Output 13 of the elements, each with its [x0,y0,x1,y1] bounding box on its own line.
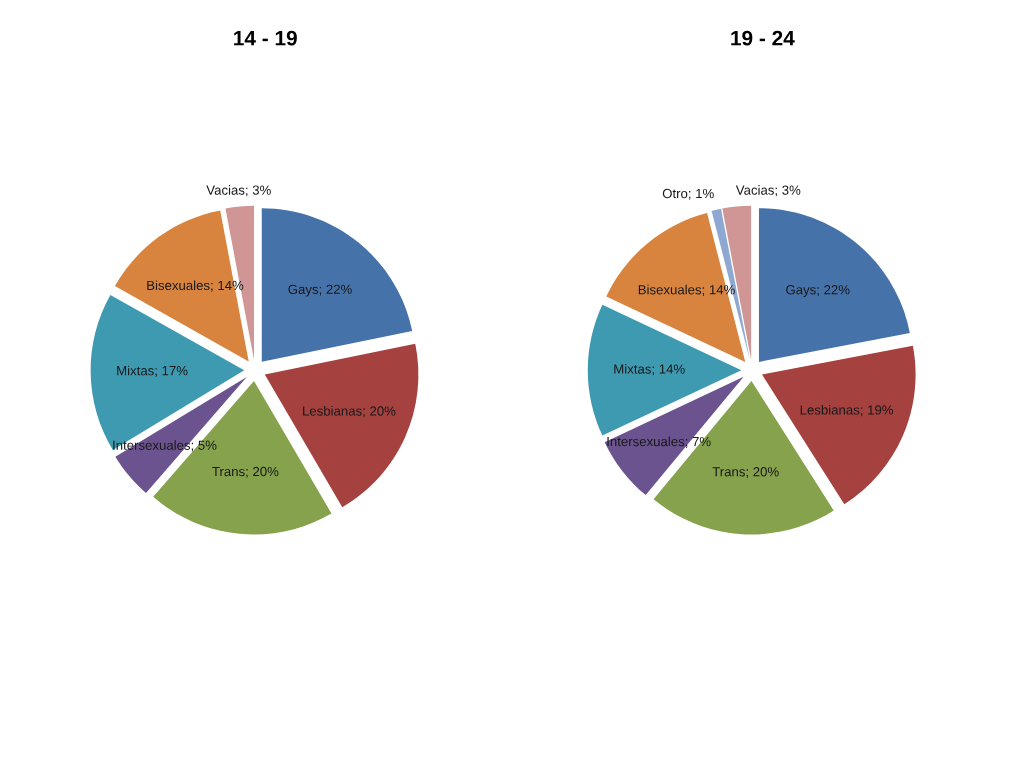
slice-label: Gays; 22% [786,285,850,298]
chart-title: 14 - 19 [234,30,297,46]
slice-label: Trans; 20% [212,466,279,478]
slice-label: Trans; 20% [712,467,779,478]
slice-label: Lesbianas; 19% [800,404,894,417]
slice-label: Mixtas; 17% [117,365,188,377]
chart-title: 19 - 24 [731,30,795,46]
slice-label: Gays; 22% [288,284,352,297]
slice-label: Vacias; 3% [735,185,801,197]
slice-label: Vacias; 3% [206,185,271,197]
slice-label: Lesbianas; 20% [303,405,396,418]
slice-label: Otro; 1% [662,188,714,200]
slice-label: Mixtas; 14% [614,364,685,376]
